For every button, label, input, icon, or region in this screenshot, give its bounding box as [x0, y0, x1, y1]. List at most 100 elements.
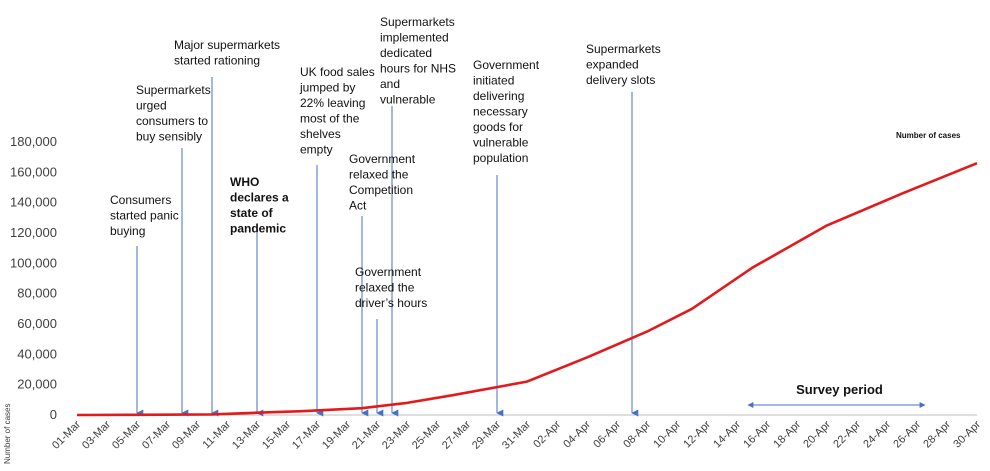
annotation-line: Act [349, 199, 367, 213]
series-line-cases [76, 161, 978, 417]
annotation-line: Government [473, 58, 540, 72]
annotation-line: Supermarkets [586, 42, 661, 56]
event-annotation: Government relaxed the driver’s hours [355, 265, 427, 310]
x-tick-label: 23-Mar [380, 418, 413, 451]
event-annotations: Consumers started panic buying Supermarkets… [110, 15, 661, 310]
y-tick-label: 180,000 [10, 134, 57, 149]
annotation-line: driver’s hours [355, 296, 427, 310]
x-tick-label: 16-Apr [741, 418, 773, 450]
annotation-line: relaxed the [349, 168, 409, 182]
x-tick-label: 10-Apr [651, 418, 683, 450]
x-axis: 01-Mar03-Mar05-Mar07-Mar09-Mar11-Mar13-M… [50, 418, 983, 451]
annotation-line: consumers to [136, 114, 208, 128]
series-layer [76, 161, 978, 417]
y-tick-label: 160,000 [10, 164, 57, 179]
x-tick-label: 12-Apr [681, 418, 713, 450]
y-axis-title: Number of cases [3, 404, 12, 464]
x-tick-label: 25-Mar [410, 418, 443, 451]
x-tick-label: 24-Apr [861, 418, 893, 450]
x-tick-label: 20-Apr [801, 418, 833, 450]
x-tick-label: 05-Mar [110, 418, 143, 451]
x-tick-label: 27-Mar [440, 418, 473, 451]
x-tick-label: 19-Mar [320, 418, 353, 451]
y-tick-label: 100,000 [10, 255, 57, 270]
annotation-line: necessary [473, 105, 528, 119]
annotation-line: empty [300, 143, 333, 157]
y-tick-label: 0 [50, 407, 57, 422]
annotation-line: expanded [586, 58, 639, 72]
x-tick-label: 30-Apr [951, 418, 983, 450]
x-tick-label: 06-Apr [591, 418, 623, 450]
x-tick-label: 29-Mar [470, 418, 503, 451]
event-annotation: Government relaxed the Competition Act [349, 152, 416, 213]
x-tick-label: 07-Mar [140, 418, 173, 451]
annotation-line: buying [110, 224, 145, 238]
annotation-line: goods for [473, 120, 523, 134]
annotation-line: Government [355, 265, 422, 279]
annotation-line: dedicated [380, 46, 432, 60]
annotation-line: and [380, 77, 400, 91]
annotation-line: started rationing [174, 54, 260, 68]
event-annotation: Supermarkets expanded delivery slots [586, 42, 661, 87]
event-annotation: Supermarkets urged consumers to buy sensibl… [136, 83, 211, 144]
annotation-line: relaxed the [355, 281, 415, 295]
x-tick-label: 01-Mar [50, 418, 83, 451]
annotation-line: declares a [230, 191, 289, 205]
event-annotation: WHO declares a state of pandemic [230, 175, 289, 236]
y-tick-label: 120,000 [10, 225, 57, 240]
x-tick-label: 03-Mar [80, 418, 113, 451]
x-tick-label: 28-Apr [921, 418, 953, 450]
y-axis: 0 20,000 40,000 60,000 80,000 100,000 120,000 1… [10, 134, 57, 422]
annotation-line: WHO [230, 175, 259, 189]
x-tick-label: 09-Mar [170, 418, 203, 451]
event-arrows [136, 77, 639, 417]
annotation-line: Supermarkets [136, 83, 211, 97]
annotation-line: initiated [473, 74, 514, 88]
x-tick-label: 08-Apr [621, 418, 653, 450]
annotation-line: urged [136, 99, 167, 113]
annotation-line: 22% leaving [300, 96, 365, 110]
annotation-line: vulnerable [473, 136, 529, 150]
annotation-line: shelves [300, 127, 341, 141]
annotation-line: hours for NHS [380, 62, 456, 76]
annotation-line: delivery slots [586, 73, 655, 87]
x-tick-label: 15-Mar [260, 418, 293, 451]
event-annotation: Government initiated delivering necessary go… [473, 58, 540, 165]
annotation-line: vulnerable [380, 93, 436, 107]
annotation-line: UK food sales [300, 65, 375, 79]
x-tick-label: 18-Apr [771, 418, 803, 450]
y-tick-label: 60,000 [17, 316, 57, 331]
event-annotation: Consumers started panic buying [110, 193, 179, 238]
y-tick-label: 80,000 [17, 286, 57, 301]
x-tick-label: 04-Apr [561, 418, 593, 450]
survey-period-marker: Survey period [747, 382, 926, 408]
y-tick-label: 140,000 [10, 195, 57, 210]
y-tick-label: 40,000 [17, 346, 57, 361]
annotation-line: started panic [110, 209, 179, 223]
annotation-line: Consumers [110, 193, 171, 207]
x-tick-label: 02-Apr [531, 418, 563, 450]
legend-label: Number of cases [896, 131, 961, 140]
x-tick-label: 11-Mar [201, 418, 234, 451]
event-annotation: Supermarkets implemented dedicated hours fo… [380, 15, 456, 107]
annotation-line: Supermarkets [380, 15, 455, 29]
x-tick-label: 22-Apr [831, 418, 863, 450]
event-annotation: UK food sales jumped by 22% leaving most of… [299, 65, 375, 157]
event-annotation: Major supermarkets started rationing [174, 38, 280, 68]
survey-period-label: Survey period [796, 382, 883, 397]
x-tick-label: 31-Mar [500, 418, 533, 451]
annotation-line: Major supermarkets [174, 38, 280, 52]
x-tick-label: 13-Mar [230, 418, 263, 451]
x-tick-label: 26-Apr [891, 418, 923, 450]
annotation-line: population [473, 151, 528, 165]
x-tick-label: 17-Mar [290, 418, 323, 451]
annotation-line: Competition [349, 183, 413, 197]
annotation-line: delivering [473, 89, 524, 103]
annotation-line: implemented [380, 31, 449, 45]
y-tick-label: 20,000 [17, 377, 57, 392]
annotation-line: jumped by [299, 81, 355, 95]
annotation-line: Government [349, 152, 416, 166]
annotation-line: buy sensibly [136, 130, 202, 144]
